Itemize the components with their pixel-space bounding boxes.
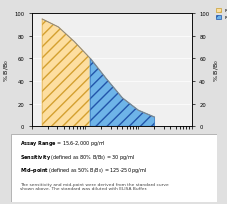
Y-axis label: % B/B$_0$: % B/B$_0$: [2, 59, 11, 82]
Text: $\mathbf{Mid\!\!-\!\!point}$ (defined as 50% B/B$_0$) = 125-250 pg/ml: $\mathbf{Mid\!\!-\!\!point}$ (defined as…: [20, 166, 146, 175]
Polygon shape: [90, 59, 154, 126]
X-axis label: Prostaglandin (pg/mL): Prostaglandin (pg/mL): [81, 142, 142, 147]
Polygon shape: [42, 20, 154, 126]
Text: The sensitivity and mid-point were derived from the standard curve
shown above. : The sensitivity and mid-point were deriv…: [20, 182, 168, 190]
Legend: Reference Sensitivity, Reference/Non-Specific: Reference Sensitivity, Reference/Non-Spe…: [214, 8, 227, 21]
Text: $\mathbf{Assay\ Range}$ = 15.6-2,000 pg/ml: $\mathbf{Assay\ Range}$ = 15.6-2,000 pg/…: [20, 139, 105, 148]
FancyBboxPatch shape: [11, 135, 216, 202]
Y-axis label: % B/B$_0$: % B/B$_0$: [211, 59, 220, 82]
Text: $\mathbf{Sensitivity}$ (defined as 80% B/B$_0$) = 30 pg/ml: $\mathbf{Sensitivity}$ (defined as 80% B…: [20, 152, 134, 161]
